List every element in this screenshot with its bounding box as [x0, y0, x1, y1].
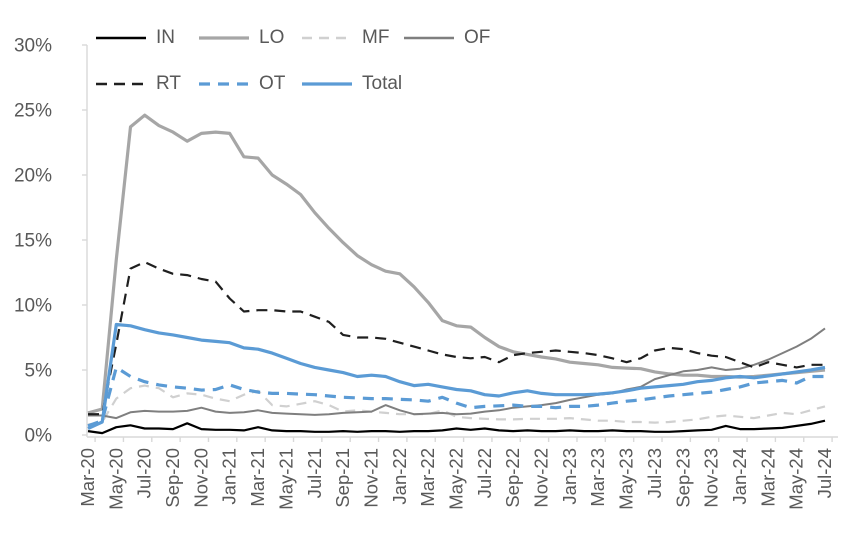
- y-tick-label: 20%: [14, 166, 52, 187]
- x-tick-label: Mar-24: [757, 448, 778, 507]
- x-tick-label: Nov-22: [531, 448, 552, 508]
- x-tick-label: Jul-24: [814, 448, 835, 498]
- y-tick-label: 25%: [14, 101, 52, 122]
- legend-item-total: Total: [301, 73, 402, 95]
- legend-label-total: Total: [362, 73, 403, 94]
- legend-label-mf: MF: [362, 27, 390, 48]
- legend-line-swatch-lo: [199, 36, 249, 40]
- legend-item-mf: MF: [301, 27, 389, 49]
- x-tick-label: Jan-23: [559, 448, 580, 505]
- x-tick-label: Jul-22: [474, 448, 495, 498]
- x-tick-label: May-20: [105, 448, 126, 510]
- legend-line-swatch-ot: [199, 82, 249, 86]
- x-tick-label: Jan-21: [219, 448, 240, 505]
- legend-item-of: OF: [403, 27, 490, 49]
- series-line-lo: [87, 113, 826, 415]
- y-tick-label: 10%: [14, 296, 52, 317]
- x-tick-label: Jan-24: [729, 448, 750, 505]
- x-tick-label: Mar-23: [587, 448, 608, 507]
- x-tick-label: Sep-22: [502, 448, 523, 508]
- y-tick-label: 5%: [25, 361, 53, 382]
- x-tick-label: Nov-23: [701, 448, 722, 508]
- legend-item-in: IN: [95, 27, 175, 49]
- x-tick-label: May-21: [275, 448, 296, 510]
- y-tick-label: 0%: [25, 426, 53, 447]
- legend-line-swatch-mf: [302, 36, 352, 40]
- legend-line-swatch-rt: [96, 82, 146, 86]
- legend: IN LO MF OF RT OT Total: [0, 0, 852, 110]
- series-line-of: [88, 327, 826, 420]
- x-tick-label: Mar-21: [247, 448, 268, 507]
- x-tick-label: May-22: [445, 448, 466, 510]
- x-tick-label: Sep-23: [672, 448, 693, 508]
- series-line-mf: [87, 384, 826, 426]
- legend-label-of: OF: [464, 27, 491, 48]
- legend-line-swatch-of: [404, 36, 454, 40]
- x-tick-label: Sep-20: [162, 448, 183, 508]
- legend-label-ot: OT: [259, 73, 286, 94]
- y-tick-label: 30%: [14, 36, 52, 57]
- legend-label-lo: LO: [259, 27, 285, 48]
- x-tick-label: May-24: [786, 448, 807, 510]
- x-tick-label: May-23: [616, 448, 637, 510]
- x-tick-label: Jan-22: [389, 448, 410, 505]
- y-tick-label: 15%: [14, 231, 52, 252]
- x-tick-label: Mar-20: [77, 448, 98, 507]
- x-tick-label: Nov-20: [190, 448, 211, 508]
- legend-line-swatch-total: [302, 82, 352, 86]
- legend-line-swatch-in: [96, 36, 146, 40]
- series-line-ot: [87, 365, 825, 428]
- x-tick-label: Nov-21: [360, 448, 381, 508]
- x-tick-label: Jul-21: [304, 448, 325, 498]
- series-line-total: [87, 322, 826, 430]
- x-tick-label: Sep-21: [332, 448, 353, 508]
- x-tick-label: Jul-20: [134, 448, 155, 498]
- series-line-in: [87, 419, 826, 435]
- legend-item-ot: OT: [198, 73, 285, 95]
- legend-item-lo: LO: [198, 27, 284, 49]
- x-tick-label: Jul-23: [644, 448, 665, 498]
- legend-item-rt: RT: [95, 73, 181, 95]
- legend-label-rt: RT: [156, 73, 181, 94]
- legend-label-in: IN: [156, 27, 175, 48]
- x-tick-label: Mar-22: [417, 448, 438, 507]
